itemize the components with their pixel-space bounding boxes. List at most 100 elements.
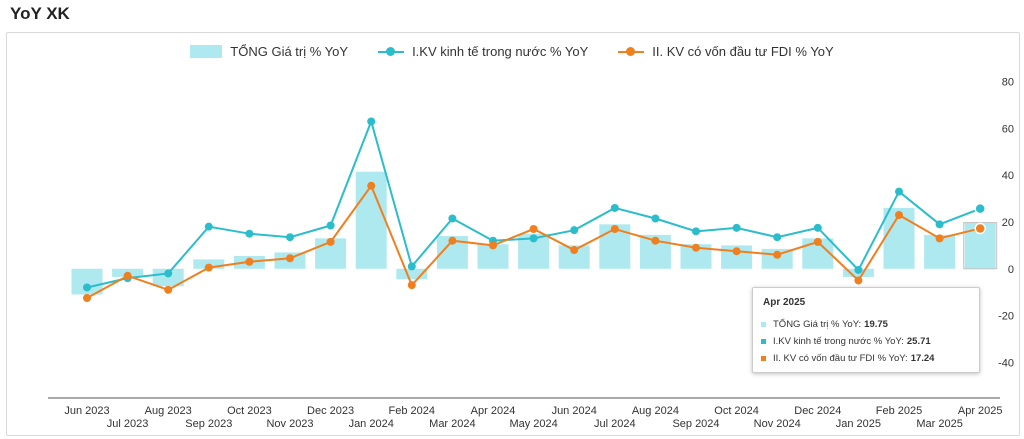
legend-label-total: TỔNG Giá trị % YoY <box>230 44 349 59</box>
point-fdi <box>489 241 497 250</box>
legend-item-total[interactable]: TỔNG Giá trị % YoY <box>190 44 348 59</box>
x-tick-label: Jul 2023 <box>107 418 149 430</box>
point-domestic <box>204 222 213 231</box>
point-domestic <box>974 202 986 215</box>
point-fdi <box>245 257 254 266</box>
legend-line-swatch-fdi <box>618 46 645 58</box>
legend: TỔNG Giá trị % YoY I.KV kinh tế trong nư… <box>0 44 1024 59</box>
point-fdi <box>651 236 660 245</box>
point-fdi <box>854 276 863 285</box>
x-tick-label: Aug 2024 <box>632 405 679 417</box>
legend-line-swatch-domestic <box>378 46 405 58</box>
x-tick-label: Oct 2023 <box>227 405 272 417</box>
point-fdi <box>935 234 944 243</box>
point-domestic <box>692 227 700 236</box>
point-fdi <box>692 243 700 252</box>
legend-label-fdi: II. KV có vốn đầu tư FDI % YoY <box>652 44 834 59</box>
point-domestic <box>407 262 416 271</box>
x-tick-label: Apr 2024 <box>471 405 516 417</box>
x-tick-label: Aug 2023 <box>145 405 192 417</box>
x-tick-label: Feb 2025 <box>876 405 922 417</box>
point-fdi <box>286 254 294 263</box>
point-fdi <box>570 246 579 255</box>
x-tick-label: Oct 2024 <box>714 405 759 417</box>
tooltip-title: Apr 2025 <box>763 297 806 308</box>
bar <box>396 268 428 280</box>
point-domestic <box>570 226 579 235</box>
point-fdi <box>407 281 416 290</box>
point-fdi <box>773 250 782 259</box>
x-tick-label: Apr 2025 <box>958 405 1003 417</box>
x-tick-label: Jun 2024 <box>552 405 597 417</box>
point-domestic <box>895 187 903 196</box>
point-fdi <box>83 294 91 302</box>
x-tick-label: Dec 2024 <box>794 405 841 417</box>
point-fdi <box>326 237 335 246</box>
y-tick-label: 20 <box>1002 217 1014 229</box>
y-tick-label: 0 <box>1008 264 1014 276</box>
legend-item-domestic[interactable]: I.KV kinh tế trong nước % YoY <box>378 44 588 59</box>
point-domestic <box>245 229 254 238</box>
point-domestic <box>367 117 376 126</box>
bar <box>152 268 184 287</box>
point-domestic <box>83 283 91 292</box>
x-tick-label: Nov 2023 <box>266 418 313 430</box>
tooltip-label-total: TỔNG Giá trị % YoY: <box>773 319 862 330</box>
y-tick-label: 40 <box>1002 170 1014 182</box>
x-tick-label: May 2024 <box>509 418 557 430</box>
tooltip-marker-fdi <box>761 356 766 361</box>
point-fdi <box>895 210 903 219</box>
x-tick-label: Jan 2024 <box>349 418 394 430</box>
x-tick-label: Nov 2024 <box>754 418 801 430</box>
legend-item-fdi[interactable]: II. KV có vốn đầu tư FDI % YoY <box>618 44 834 59</box>
point-domestic <box>164 269 173 278</box>
x-tick-label: Mar 2024 <box>429 418 475 430</box>
point-fdi <box>813 237 822 246</box>
tooltip-row-total: TỔNG Giá trị % YoY: 19.75 <box>761 319 888 330</box>
point-domestic <box>326 221 335 230</box>
legend-dot-fdi <box>626 46 636 56</box>
y-tick-label: -40 <box>998 357 1014 369</box>
x-tick-label: Feb 2024 <box>389 405 435 417</box>
tooltip-label-fdi: II. KV có vốn đầu tư FDI % YoY: <box>773 353 908 364</box>
point-fdi <box>732 247 741 256</box>
tooltip-value-domestic: 25.71 <box>906 336 931 347</box>
point-domestic <box>610 203 619 212</box>
point-fdi <box>974 222 986 235</box>
point-domestic <box>286 233 294 242</box>
point-domestic <box>651 214 660 223</box>
bar <box>558 245 590 269</box>
y-tick-label: -20 <box>998 311 1014 323</box>
x-tick-label: Jun 2023 <box>64 405 109 417</box>
point-fdi <box>610 225 619 234</box>
x-tick-label: Jan 2025 <box>836 418 881 430</box>
y-tick-label: 60 <box>1002 123 1014 135</box>
x-tick-label: Sep 2023 <box>185 418 232 430</box>
point-fdi <box>204 263 213 272</box>
tooltip-row-fdi: II. KV có vốn đầu tư FDI % YoY: 17.24 <box>761 353 934 364</box>
tooltip-value-fdi: 17.24 <box>910 353 935 364</box>
x-tick-label: Dec 2023 <box>307 405 354 417</box>
bar-highlight <box>963 222 998 270</box>
point-domestic <box>732 223 741 232</box>
chart-title: YoY XK <box>10 4 70 23</box>
tooltip-marker-domestic <box>761 339 766 344</box>
legend-dot-domestic <box>386 46 396 56</box>
point-domestic <box>935 220 944 229</box>
point-fdi <box>367 181 376 190</box>
tooltip: Apr 2025 TỔNG Giá trị % YoY: 19.75 I.KV … <box>752 287 980 373</box>
point-fdi <box>529 225 538 234</box>
x-tick-label: Sep 2024 <box>672 418 719 430</box>
tooltip-row-domestic: I.KV kinh tế trong nước % YoY: 25.71 <box>761 336 931 347</box>
point-domestic <box>813 223 822 232</box>
point-domestic <box>448 214 457 223</box>
point-fdi <box>123 271 132 280</box>
tooltip-value-total: 19.75 <box>864 319 888 330</box>
legend-label-domestic: I.KV kinh tế trong nước % YoY <box>412 44 589 59</box>
point-domestic <box>854 265 863 274</box>
y-tick-label: 80 <box>1002 77 1014 89</box>
point-domestic <box>529 234 538 243</box>
point-fdi <box>164 285 173 294</box>
x-tick-label: Jul 2024 <box>594 418 636 430</box>
